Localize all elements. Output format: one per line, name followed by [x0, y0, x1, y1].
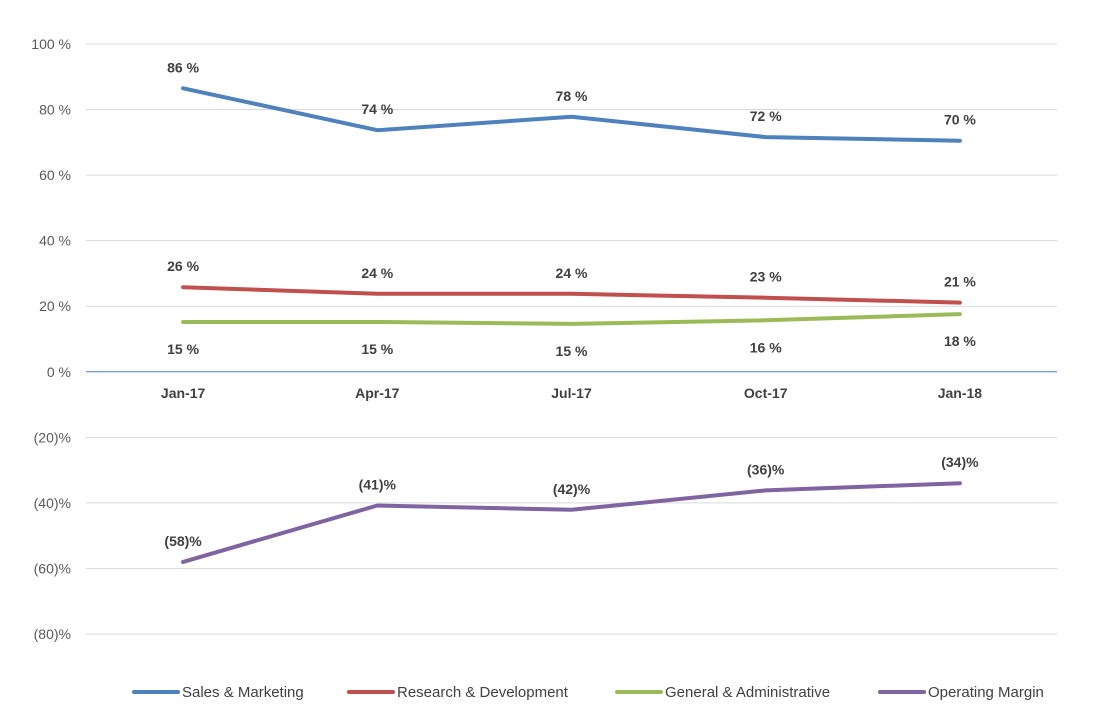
y-axis-labels: 100 % 80 % 60 % 40 % 20 % 0 % (20)% (40)% (60)% (… [31, 36, 71, 642]
data-label: (41)% [359, 477, 397, 493]
x-tick-label: Apr-17 [355, 385, 400, 401]
gridlines [86, 43, 1057, 635]
y-tick-label: 20 % [39, 298, 71, 314]
y-tick-label: (20)% [34, 429, 71, 445]
data-label: 18 % [944, 333, 976, 349]
legend-label: Research & Development [397, 684, 569, 701]
data-label: 86 % [167, 59, 199, 75]
series-line [181, 312, 962, 326]
y-tick-label: 40 % [39, 233, 71, 249]
y-tick-label: (80)% [34, 626, 71, 642]
data-label: (34)% [941, 454, 979, 470]
x-tick-label: Jan-18 [938, 385, 983, 401]
data-label: 24 % [556, 265, 588, 281]
x-tick-label: Oct-17 [744, 385, 788, 401]
data-label: 70 % [944, 112, 976, 128]
data-label: 15 % [361, 341, 393, 357]
data-label: 15 % [167, 341, 199, 357]
data-label: 78 % [556, 88, 588, 104]
x-tick-label: Jan-17 [161, 385, 206, 401]
data-labels: 86 % 74 % 78 % 72 % 70 % 26 % 24 % 24 % 23 % 21 %… [164, 59, 979, 549]
data-label: 16 % [750, 339, 782, 355]
data-label: 74 % [361, 101, 393, 117]
data-label: 23 % [750, 269, 782, 285]
data-label: (36)% [747, 461, 785, 477]
legend-label: Operating Margin [928, 684, 1044, 701]
y-tick-label: (60)% [34, 560, 71, 576]
data-label: (42)% [553, 481, 591, 497]
series-lines [181, 86, 962, 564]
data-label: 26 % [167, 258, 199, 274]
series-line [181, 481, 962, 564]
data-label: (58)% [164, 533, 202, 549]
legend: Sales & Marketing Research & Development G… [132, 684, 1044, 701]
data-label: 72 % [750, 108, 782, 124]
y-tick-label: 60 % [39, 167, 71, 183]
y-tick-label: (40)% [34, 495, 71, 511]
y-tick-label: 0 % [47, 364, 71, 380]
x-axis: Jan-17 Apr-17 Jul-17 Oct-17 Jan-18 [86, 371, 1057, 401]
series-line [181, 285, 962, 305]
legend-label: General & Administrative [665, 684, 830, 701]
series-line [181, 86, 962, 143]
y-tick-label: 80 % [39, 102, 71, 118]
x-tick-label: Jul-17 [551, 385, 592, 401]
y-tick-label: 100 % [31, 36, 71, 52]
data-label: 21 % [944, 274, 976, 290]
data-label: 24 % [361, 265, 393, 281]
data-label: 15 % [556, 343, 588, 359]
legend-label: Sales & Marketing [182, 684, 304, 701]
